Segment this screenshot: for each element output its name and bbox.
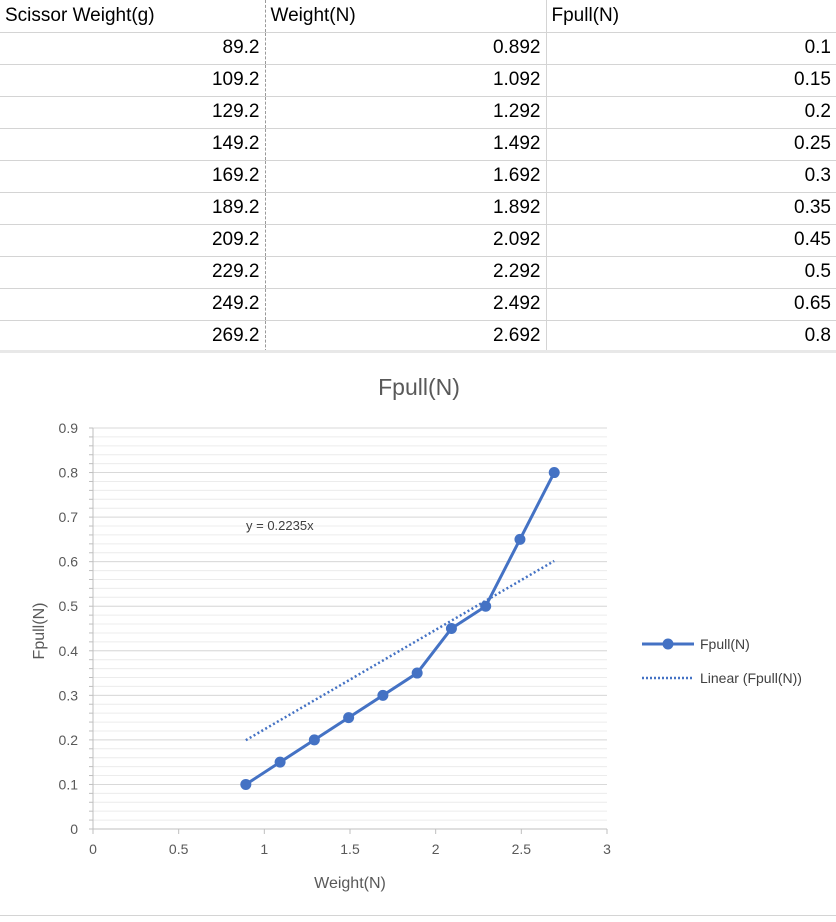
bottom-gridline — [0, 915, 836, 916]
cell-fpull[interactable]: 0.35 — [546, 192, 836, 225]
table-row: 109.2 1.092 0.15 — [0, 64, 836, 97]
minor-gridlines — [93, 427, 607, 830]
table-row: 229.2 2.292 0.5 — [0, 256, 836, 289]
cell-weight[interactable]: 0.892 — [265, 32, 547, 65]
x-axis-label: Weight(N) — [314, 875, 386, 892]
cell-weight[interactable]: 1.892 — [265, 192, 547, 225]
x-tick-label: 0.5 — [169, 841, 189, 857]
x-tick-label: 2.5 — [512, 841, 532, 857]
tick-labels: 0 0.1 0.2 0.3 0.4 0.5 0.6 0.7 0.8 0.9 0 0.5 1 1.5 2 2.5… — [59, 420, 612, 857]
data-point — [411, 667, 423, 679]
cell-fpull[interactable]: 0.5 — [546, 256, 836, 289]
cell-weight[interactable]: 2.492 — [265, 288, 547, 321]
header-weight[interactable]: Weight(N) — [265, 0, 547, 33]
legend: Fpull(N) Linear (Fpull(N)) — [642, 636, 802, 686]
data-point — [548, 467, 560, 479]
table-row: 269.2 2.692 0.8 — [0, 320, 836, 353]
data-point — [240, 778, 252, 790]
x-tick-label: 0 — [89, 841, 97, 857]
data-point — [308, 734, 320, 746]
cell-fpull[interactable]: 0.25 — [546, 128, 836, 161]
table-row: 189.2 1.892 0.35 — [0, 192, 836, 225]
chart-title: Fpull(N) — [378, 374, 460, 400]
cell-scissor-weight[interactable]: 149.2 — [0, 128, 266, 161]
x-tick-label: 1 — [260, 841, 268, 857]
data-point — [480, 600, 492, 612]
y-tick-label: 0 — [70, 821, 78, 837]
y-tick-label: 0.5 — [59, 598, 79, 614]
cell-weight[interactable]: 1.692 — [265, 160, 547, 193]
cell-weight[interactable]: 2.092 — [265, 224, 547, 257]
cell-weight[interactable]: 1.092 — [265, 64, 547, 97]
x-tick-label: 1.5 — [340, 841, 360, 857]
cell-scissor-weight[interactable]: 109.2 — [0, 64, 266, 97]
x-tick-label: 3 — [603, 841, 611, 857]
y-tick-label: 0.7 — [59, 509, 79, 525]
cell-scissor-weight[interactable]: 129.2 — [0, 96, 266, 129]
cell-scissor-weight[interactable]: 169.2 — [0, 160, 266, 193]
table-header-row: Scissor Weight(g) Weight(N) Fpull(N) — [0, 0, 836, 33]
y-tick-label: 0.4 — [59, 643, 79, 659]
table-row: 209.2 2.092 0.45 — [0, 224, 836, 257]
row-separator — [0, 350, 836, 353]
data-point — [514, 533, 526, 545]
y-tick-label: 0.2 — [59, 732, 79, 748]
y-tick-label: 0.9 — [59, 420, 79, 436]
trendline — [245, 559, 555, 742]
y-axis-label: Fpull(N) — [31, 603, 48, 660]
trendline-equation: y = 0.2235x — [246, 518, 314, 533]
data-point — [445, 623, 457, 634]
data-table: Scissor Weight(g) Weight(N) Fpull(N) 89.… — [0, 0, 836, 353]
y-tick-label: 0.8 — [59, 465, 79, 481]
cell-weight[interactable]: 2.692 — [265, 320, 547, 353]
table-row: 89.2 0.892 0.1 — [0, 32, 836, 65]
cell-fpull[interactable]: 0.2 — [546, 96, 836, 129]
legend-series-label: Fpull(N) — [700, 636, 750, 652]
series-fpull — [240, 467, 560, 790]
data-point — [343, 712, 355, 724]
cell-scissor-weight[interactable]: 189.2 — [0, 192, 266, 225]
cell-scissor-weight[interactable]: 229.2 — [0, 256, 266, 289]
table-row: 249.2 2.492 0.65 — [0, 288, 836, 321]
axes — [89, 427, 608, 834]
cell-fpull[interactable]: 0.15 — [546, 64, 836, 97]
cell-fpull[interactable]: 0.1 — [546, 32, 836, 65]
header-scissor-weight[interactable]: Scissor Weight(g) — [0, 0, 266, 33]
cell-weight[interactable]: 2.292 — [265, 256, 547, 289]
data-point — [377, 689, 389, 701]
table-row: 169.2 1.692 0.3 — [0, 160, 836, 193]
y-tick-label: 0.1 — [59, 776, 79, 792]
cell-fpull[interactable]: 0.45 — [546, 224, 836, 257]
header-fpull[interactable]: Fpull(N) — [546, 0, 836, 33]
cell-scissor-weight[interactable]: 269.2 — [0, 320, 266, 353]
cell-fpull[interactable]: 0.8 — [546, 320, 836, 353]
major-gridlines — [93, 427, 607, 785]
table-row: 129.2 1.292 0.2 — [0, 96, 836, 129]
cell-fpull[interactable]: 0.3 — [546, 160, 836, 193]
y-tick-label: 0.3 — [59, 687, 79, 703]
y-tick-label: 0.6 — [59, 554, 79, 570]
cell-scissor-weight[interactable]: 249.2 — [0, 288, 266, 321]
cell-weight[interactable]: 1.292 — [265, 96, 547, 129]
x-tick-label: 2 — [432, 841, 440, 857]
cell-fpull[interactable]: 0.65 — [546, 288, 836, 321]
series-line — [245, 471, 556, 786]
fpull-chart: 0 0.1 0.2 0.3 0.4 0.5 0.6 0.7 0.8 0.9 0 0.5 1 1.5 2 2.5… — [31, 374, 802, 892]
cell-weight[interactable]: 1.492 — [265, 128, 547, 161]
legend-trend-label: Linear (Fpull(N)) — [700, 670, 802, 686]
trendline-line — [245, 559, 555, 742]
cell-scissor-weight[interactable]: 89.2 — [0, 32, 266, 65]
legend-series-marker — [662, 638, 674, 650]
table-row: 149.2 1.492 0.25 — [0, 128, 836, 161]
cell-scissor-weight[interactable]: 209.2 — [0, 224, 266, 257]
data-point — [274, 756, 286, 768]
